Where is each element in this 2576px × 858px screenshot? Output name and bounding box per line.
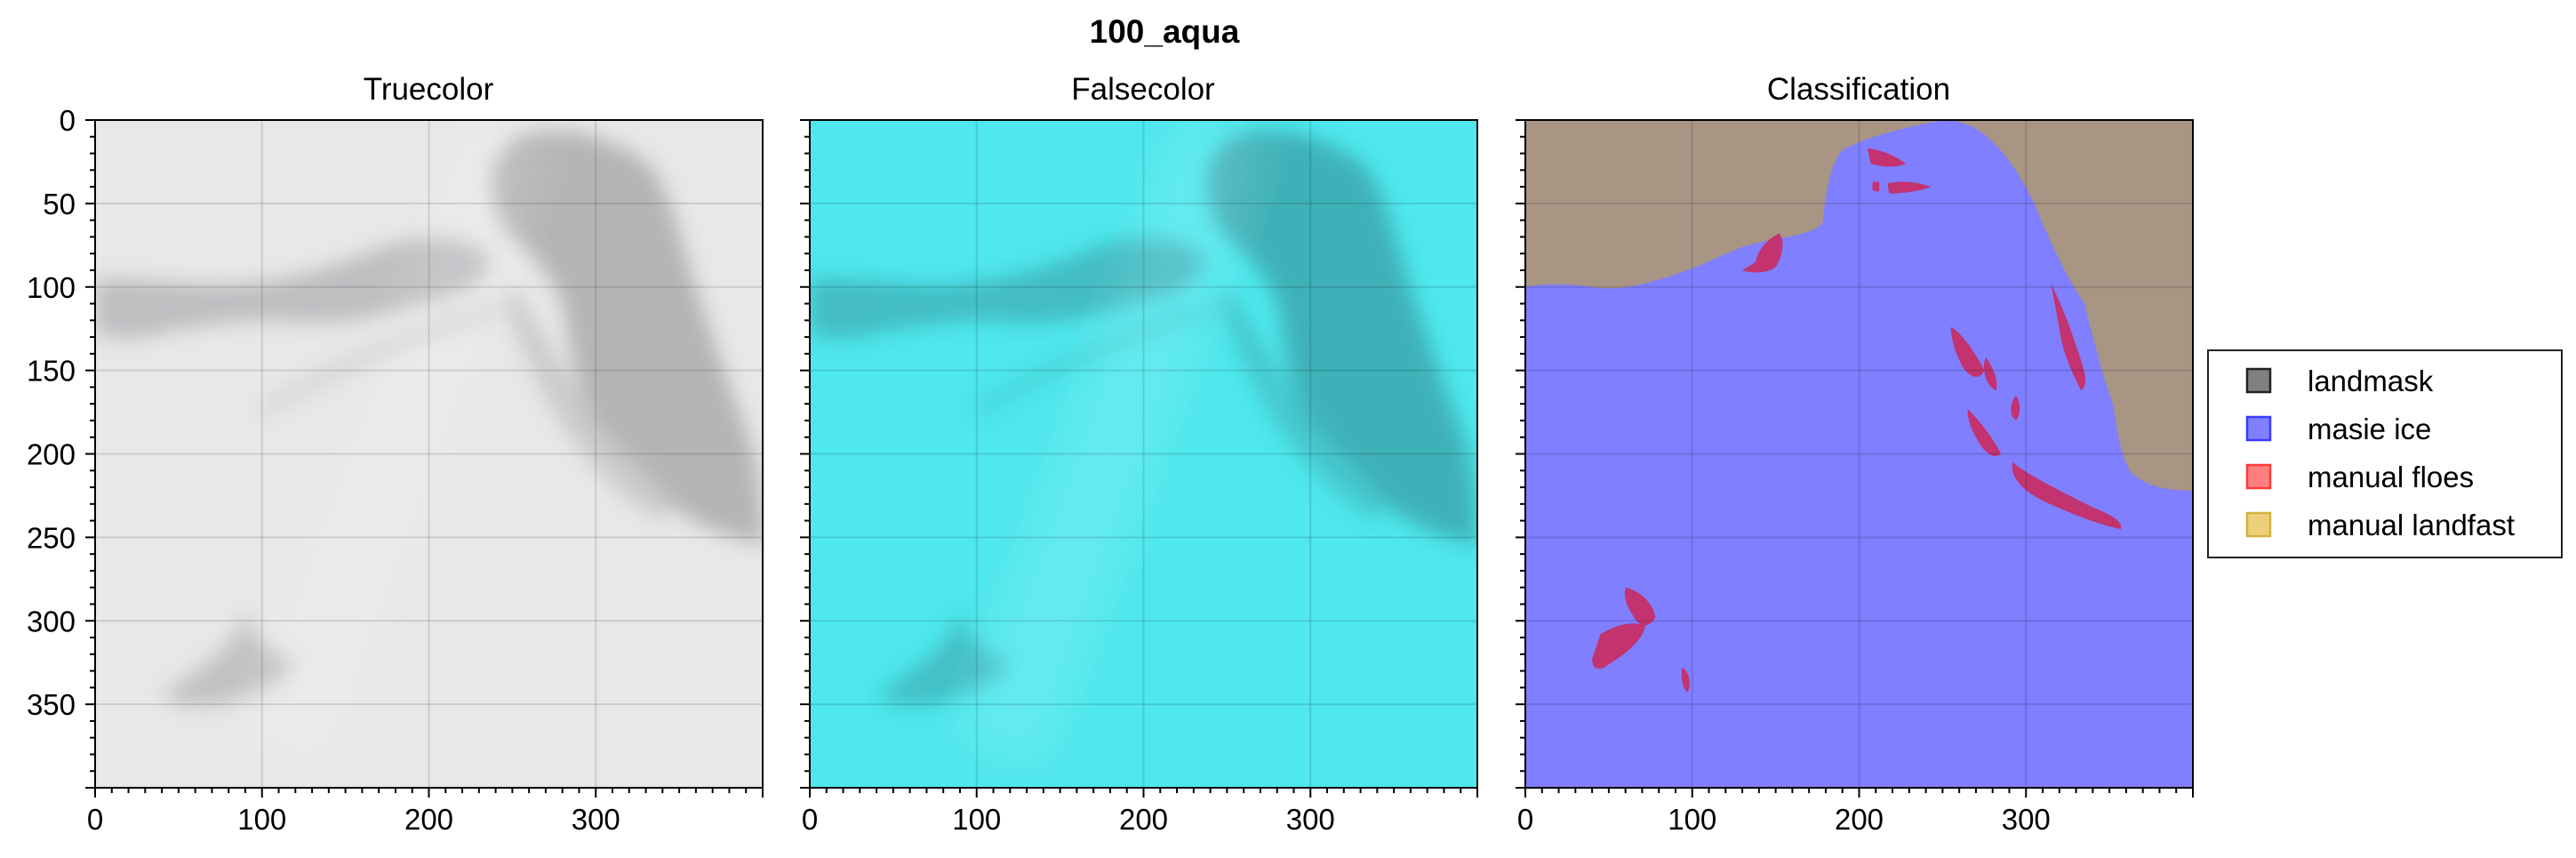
x-tick-label: 200: [1835, 803, 1884, 836]
manual-floe-11: [1624, 587, 1656, 626]
legend-label: manual landfast: [2308, 509, 2515, 541]
legend-swatch: [2245, 415, 2272, 442]
panel-title-classification: Classification: [1767, 72, 1950, 107]
manual-floe-7: [1983, 357, 1997, 391]
truecolor-grid: [95, 120, 763, 788]
x-tick-label: 300: [1286, 803, 1335, 836]
y-tick-label: 300: [27, 605, 76, 637]
falsecolor-ticks: 0 100 200 300: [800, 119, 1478, 836]
x-tick-label: 300: [2002, 803, 2051, 836]
legend-entry: landmask: [2245, 365, 2434, 397]
falsecolor-grid: [810, 120, 1477, 788]
y-tick-label: 250: [27, 521, 76, 554]
x-tick-label: 0: [1517, 803, 1533, 836]
figure-title: 100_aqua: [1090, 13, 1240, 50]
y-tick-label: 150: [27, 355, 76, 388]
classification-ticks: 0 100 200 300: [1516, 119, 2194, 836]
manual-floe-1: [1742, 233, 1783, 273]
legend-swatch: [2245, 511, 2272, 538]
y-tick-label: 350: [27, 688, 76, 721]
x-tick-label: 100: [952, 803, 1001, 836]
manual-floe-8: [2011, 395, 2020, 421]
legend-swatch: [2245, 367, 2272, 394]
image-light-streak: [950, 120, 1274, 774]
manual-floe-9: [1967, 408, 2002, 456]
image-feature-shapes: [810, 120, 1477, 774]
x-tick-label: 100: [237, 803, 286, 836]
x-tick-label: 200: [1119, 803, 1168, 836]
falsecolor-image-features: [810, 120, 1477, 774]
manual-floe-13: [1681, 667, 1690, 693]
panel-title-truecolor: Truecolor: [364, 72, 494, 107]
x-tick-label: 300: [572, 803, 620, 836]
legend-label: landmask: [2308, 365, 2434, 397]
classification-grid: [1525, 120, 2193, 788]
class-shapes: [1525, 120, 2193, 788]
panel-title-falsecolor: Falsecolor: [1071, 72, 1215, 107]
classification-image: [1525, 120, 2193, 788]
manual-floe-4: [1887, 181, 1932, 194]
classification-panel: 0 100 200 300: [1516, 119, 2194, 836]
y-tick-label: 0: [60, 104, 76, 137]
x-tick-label: 0: [87, 803, 103, 836]
truecolor-ticks: 0 100 200 300 0 50 100 150 200 250 300 350: [27, 104, 764, 836]
image-feature-shapes: [95, 120, 763, 774]
y-tick-label: 100: [27, 271, 76, 304]
x-tick-label: 0: [802, 803, 818, 836]
manual-floe-10: [2012, 461, 2122, 529]
landmask-region: [1525, 120, 2193, 491]
y-tick-label: 50: [43, 188, 76, 221]
x-tick-label: 200: [404, 803, 453, 836]
legend-label: manual floes: [2308, 461, 2474, 493]
legend-label: masie ice: [2308, 413, 2431, 445]
legend-swatch: [2245, 463, 2272, 490]
y-tick-label: 200: [27, 438, 76, 471]
manual-floe-12: [1592, 623, 1646, 670]
manual-floe-6: [1950, 326, 1985, 377]
image-light-streak: [236, 120, 559, 774]
legend: landmask masie ice manual floes manual land…: [2207, 349, 2563, 558]
falsecolor-panel: 0 100 200 300: [800, 119, 1478, 836]
legend-entry: manual landfast: [2245, 509, 2515, 541]
truecolor-image-features: [95, 120, 763, 774]
legend-entry: manual floes: [2245, 461, 2474, 493]
manual-floe-5: [2051, 283, 2086, 391]
manual-floe-2: [1867, 148, 1907, 167]
manual-floe-3: [1872, 181, 1880, 192]
legend-entry: masie ice: [2245, 413, 2431, 445]
x-tick-label: 100: [1668, 803, 1716, 836]
truecolor-panel: 0 100 200 300 0 50 100 150 200 250 300 350: [27, 104, 764, 836]
